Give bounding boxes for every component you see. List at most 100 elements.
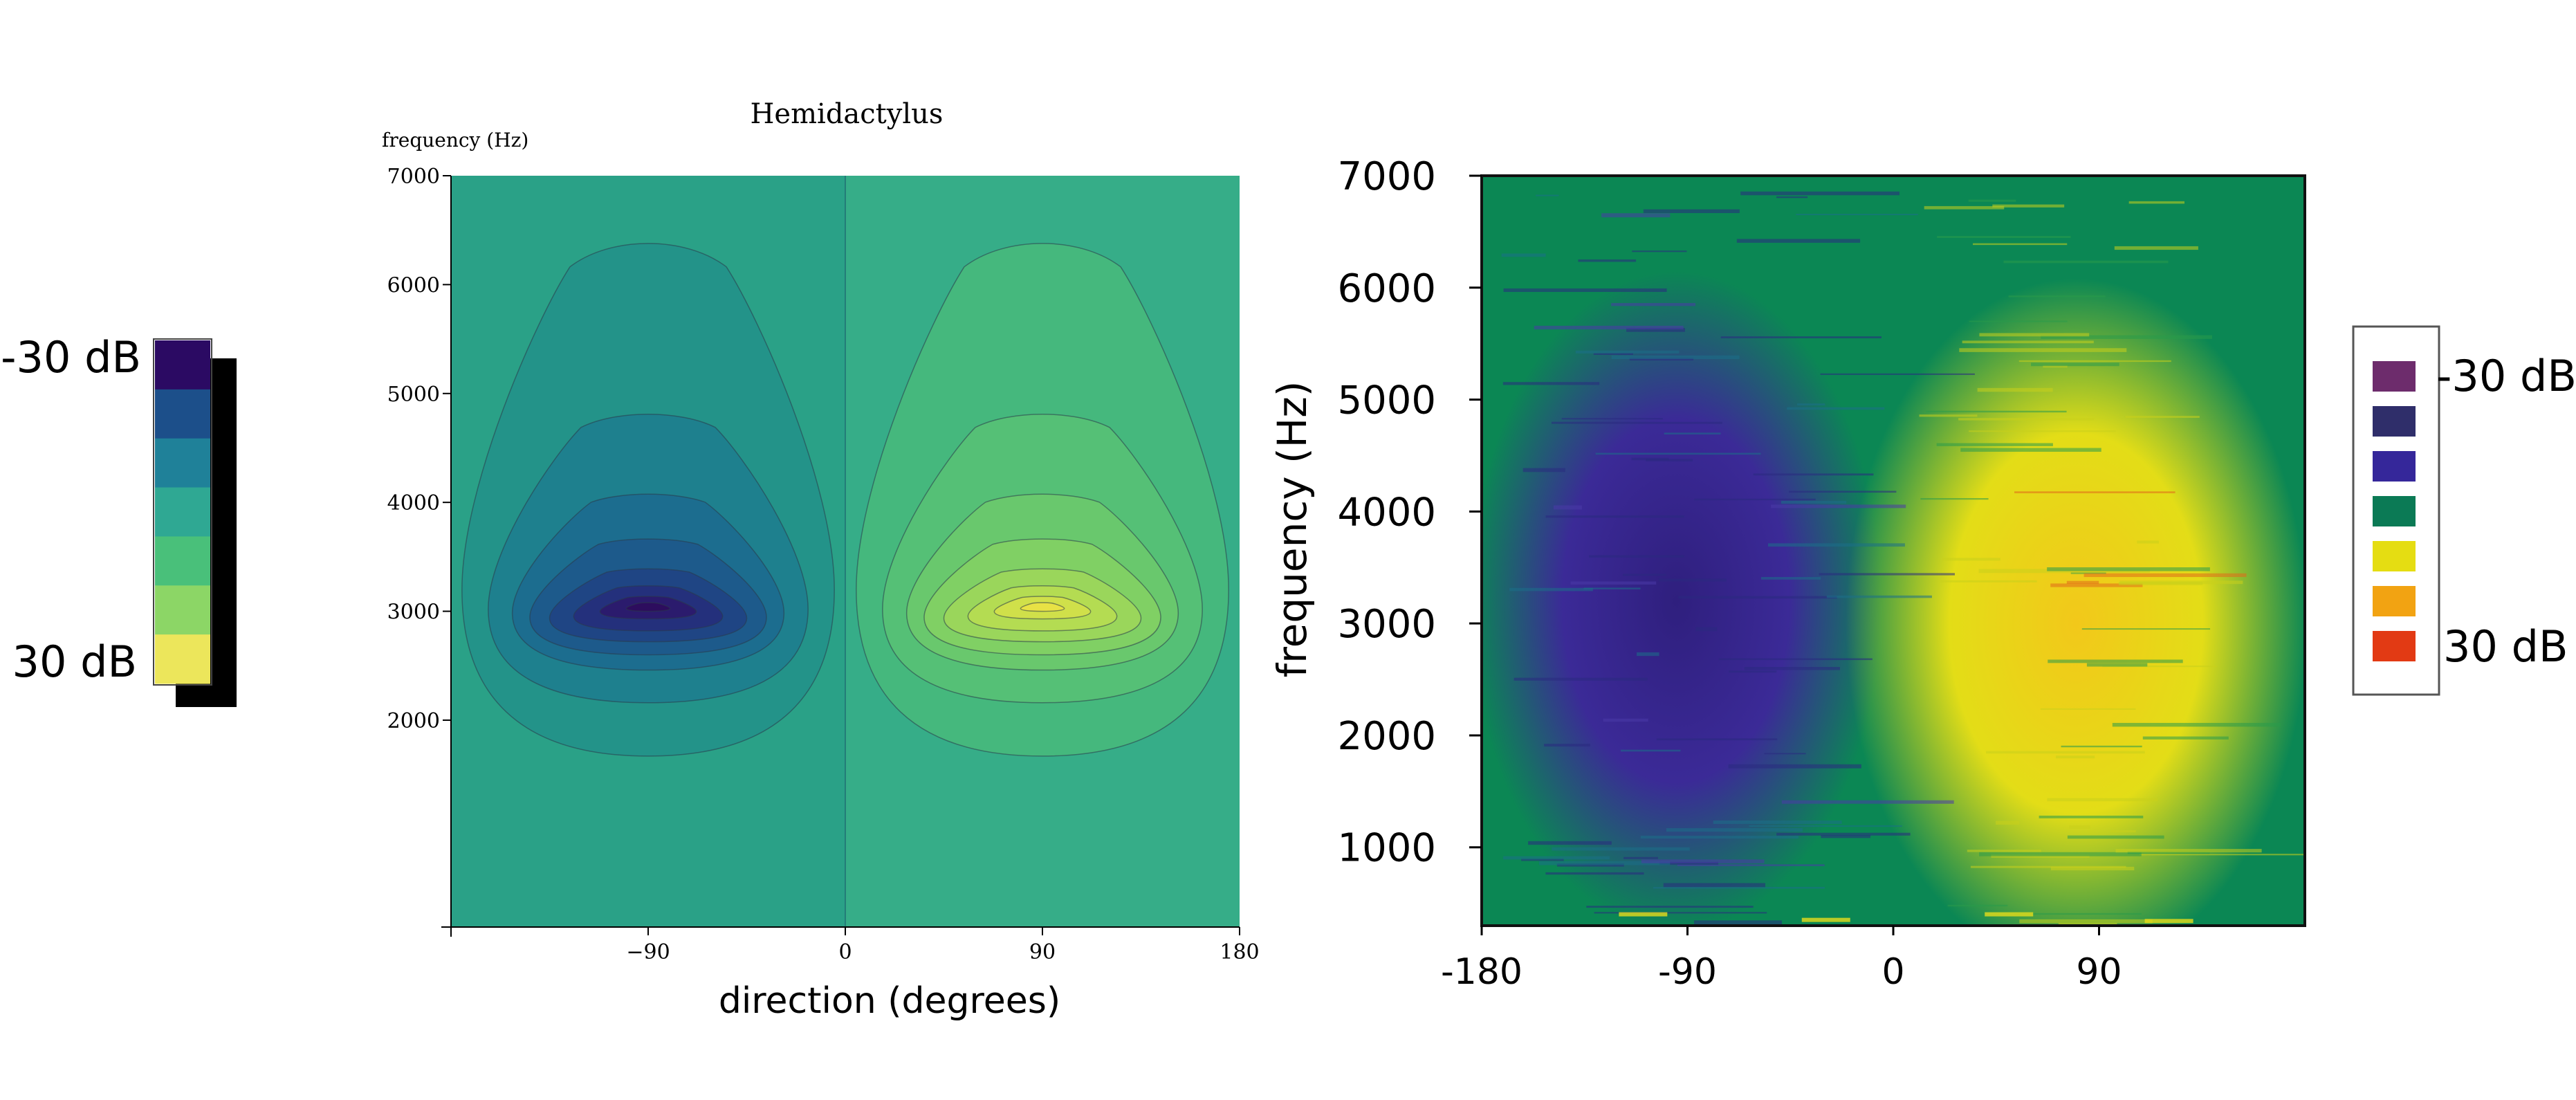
- right-legend-bottom-label: 30 dB: [2443, 621, 2568, 672]
- heatmap-streak: [1713, 821, 1842, 824]
- heatmap-y-tick-label: 4000: [1337, 490, 1436, 535]
- heatmap-streak: [2086, 663, 2148, 667]
- heatmap-streak: [1764, 753, 1806, 755]
- heatmap-streak: [1641, 859, 1765, 863]
- heatmap-streak: [1694, 498, 1816, 501]
- contour-axes: 2000 3000 4000 5000 6000 7000 −90 0 90 180: [387, 165, 1260, 964]
- heatmap-streak: [2047, 567, 2210, 571]
- right-legend-swatch: [2373, 541, 2416, 571]
- heatmap-y-tick-label: 6000: [1337, 266, 1436, 311]
- heatmap-streak: [1611, 355, 1740, 360]
- heatmap-streak: [2115, 849, 2262, 853]
- heatmap-streak: [1967, 850, 2041, 852]
- heatmap-streak: [2083, 573, 2247, 578]
- heatmap-streak: [1960, 448, 2101, 452]
- heatmap-streak: [1503, 856, 1610, 860]
- heatmap-streak: [2031, 363, 2119, 367]
- heatmap-streak: [1643, 209, 1740, 213]
- heatmap-streak: [1601, 213, 1671, 218]
- contour-y-tick-label: 5000: [387, 383, 440, 407]
- contour-y-tick-label: 6000: [387, 273, 440, 297]
- heatmap-streak: [2127, 851, 2210, 854]
- heatmap-streak: [2014, 913, 2142, 915]
- heatmap-streak: [1663, 883, 1765, 888]
- heatmap-streak: [2125, 416, 2200, 419]
- heatmap-streak: [1826, 595, 1932, 598]
- heatmap-streak: [1502, 382, 1600, 385]
- heatmap-chart: 1000 2000 3000 4000 5000 6000 7000 -180 -90 0 90 f…: [1269, 154, 2306, 993]
- right-legend-swatch: [2373, 406, 2416, 437]
- left-legend-swatch: [155, 389, 210, 439]
- right-legend-swatch: [2373, 631, 2416, 661]
- heatmap-x-tick-label: -180: [1441, 951, 1522, 993]
- heatmap-streak: [1611, 303, 1695, 306]
- heatmap-streak: [1619, 912, 1668, 917]
- heatmap-streak: [1593, 353, 1633, 355]
- heatmap-streak: [2142, 736, 2229, 740]
- heatmap-streak: [1646, 459, 1693, 461]
- heatmap-streak: [1595, 452, 1761, 455]
- left-legend: -30 dB 30 dB: [1, 332, 237, 707]
- heatmap-streak: [2110, 830, 2136, 833]
- heatmap-streak: [1664, 432, 1721, 434]
- contour-plot-area: [451, 176, 1240, 927]
- heatmap-streak: [1940, 580, 2037, 583]
- left-legend-swatch: [155, 340, 210, 390]
- heatmap-streak: [1787, 407, 1885, 410]
- heatmap-streak: [1677, 864, 1825, 866]
- left-legend-swatches: [155, 340, 210, 684]
- heatmap-streak: [1603, 718, 1648, 722]
- heatmap-streak: [1720, 336, 1882, 339]
- heatmap-streak: [1718, 658, 1873, 661]
- contour-chart: Hemidactylus frequency (Hz) 2000 3000 4000…: [382, 98, 1260, 1022]
- heatmap-streak: [2069, 825, 2090, 829]
- right-legend-swatch: [2373, 361, 2416, 392]
- heatmap-y-tick-label: 3000: [1337, 602, 1436, 647]
- heatmap-streak: [2018, 360, 2171, 363]
- left-legend-swatch: [155, 585, 210, 635]
- heatmap-y-tick-label: 2000: [1337, 714, 1436, 759]
- heatmap-streak: [1781, 500, 1847, 504]
- heatmap-streak: [1760, 577, 1821, 580]
- heatmap-streak: [1992, 204, 2065, 208]
- heatmap-streak: [1522, 468, 1565, 473]
- heatmap-left-region: [1482, 271, 1882, 926]
- right-legend-swatches: [2373, 361, 2416, 661]
- heatmap-streak: [1552, 421, 1722, 424]
- heatmap-streak: [1623, 856, 1658, 859]
- right-legend-swatch: [2373, 496, 2416, 526]
- heatmap-streak: [1771, 504, 1906, 508]
- heatmap-streak: [1589, 555, 1684, 558]
- left-legend-swatch: [155, 536, 210, 586]
- heatmap-streak: [1947, 904, 2008, 907]
- heatmap-streak: [2066, 580, 2099, 584]
- heatmap-streak: [1973, 243, 2068, 246]
- heatmap-streak: [2050, 583, 2143, 587]
- heatmap-streak: [2008, 295, 2106, 297]
- heatmap-streak: [1552, 847, 1690, 851]
- heatmap-streak: [1740, 191, 1900, 196]
- heatmap-streak: [2128, 201, 2184, 204]
- heatmap-streak: [1801, 917, 1850, 922]
- contour-y-tick-label: 7000: [387, 165, 440, 189]
- heatmap-streak: [1728, 764, 1861, 769]
- heatmap-y-tick-label: 1000: [1337, 826, 1436, 871]
- heatmap-streak: [1659, 861, 1719, 865]
- heatmap-y-axis-label: frequency (Hz): [1269, 381, 1316, 678]
- right-legend-top-label: -30 dB: [2436, 351, 2576, 401]
- heatmap-streak: [1538, 861, 1671, 865]
- heatmap-x-tick-label: -90: [1658, 951, 1717, 993]
- heatmap-streak: [2140, 854, 2305, 856]
- heatmap-plot-area: [1482, 176, 2305, 926]
- heatmap-streak: [2047, 798, 2158, 802]
- heatmap-streak: [1969, 430, 2116, 432]
- contour-x-axis-label: direction (degrees): [719, 980, 1060, 1022]
- heatmap-streak: [1996, 821, 2020, 825]
- heatmap-streak: [1653, 886, 1825, 889]
- contour-x-tick-label: 0: [838, 940, 852, 964]
- heatmap-streak: [1776, 832, 1911, 836]
- left-legend-bottom-label: 30 dB: [12, 636, 138, 687]
- heatmap-streak: [1781, 800, 1954, 804]
- heatmap-streak: [2102, 666, 2217, 668]
- heatmap-streak: [2056, 755, 2095, 759]
